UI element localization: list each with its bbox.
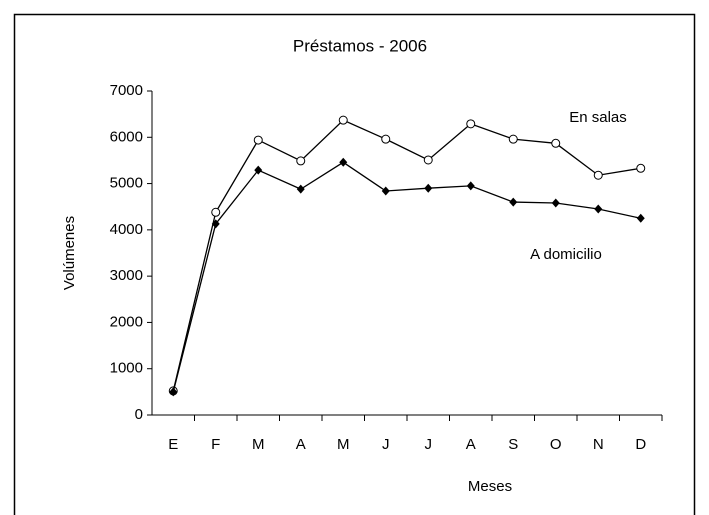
y-tick-label: 6000 <box>110 128 143 145</box>
y-tick-label: 4000 <box>110 221 143 238</box>
y-tick-label: 3000 <box>110 267 143 284</box>
point <box>636 213 645 223</box>
x-tick-label: D <box>635 436 646 453</box>
x-tick-label: S <box>508 436 518 453</box>
point <box>551 198 560 208</box>
point <box>339 157 348 167</box>
series-label: En salas <box>569 109 627 126</box>
point <box>211 219 220 229</box>
point <box>254 165 263 175</box>
x-tick-label: A <box>466 436 476 453</box>
point <box>508 134 518 144</box>
series-line <box>172 119 641 392</box>
point <box>211 207 221 217</box>
frame <box>13 13 696 515</box>
x-tick-label: A <box>296 436 306 453</box>
x-tick-label: N <box>593 436 604 453</box>
x-tick-label: J <box>425 436 433 453</box>
x-tick-label: M <box>337 436 350 453</box>
point <box>466 181 475 191</box>
point <box>594 204 603 214</box>
x-tick-label: E <box>168 436 178 453</box>
chart-title: Préstamos - 2006 <box>293 36 427 55</box>
y-tick-label: 2000 <box>110 313 143 330</box>
y-tick-label: 7000 <box>110 82 143 99</box>
x-axis-label: Meses <box>468 478 512 495</box>
x-tick-label: M <box>252 436 265 453</box>
series-label: A domicilio <box>530 246 602 263</box>
x-tick-label: O <box>550 436 562 453</box>
point <box>424 183 433 193</box>
point <box>381 186 390 196</box>
point <box>423 155 433 165</box>
point <box>296 156 306 166</box>
point <box>509 197 518 207</box>
point <box>466 119 476 129</box>
y-axis-label: Volúmenes <box>61 216 78 290</box>
point <box>381 134 391 144</box>
x-tick-label: F <box>211 436 220 453</box>
x-tick-label: J <box>382 436 390 453</box>
point <box>338 115 348 125</box>
y-tick-label: 5000 <box>110 175 143 192</box>
point <box>169 387 178 397</box>
series-line <box>172 161 641 393</box>
y-tick-label: 1000 <box>110 360 143 377</box>
y-tick-label: 0 <box>135 406 143 423</box>
point <box>551 138 561 148</box>
point <box>253 135 263 145</box>
point <box>593 170 603 180</box>
point <box>636 163 646 173</box>
point <box>296 184 305 194</box>
